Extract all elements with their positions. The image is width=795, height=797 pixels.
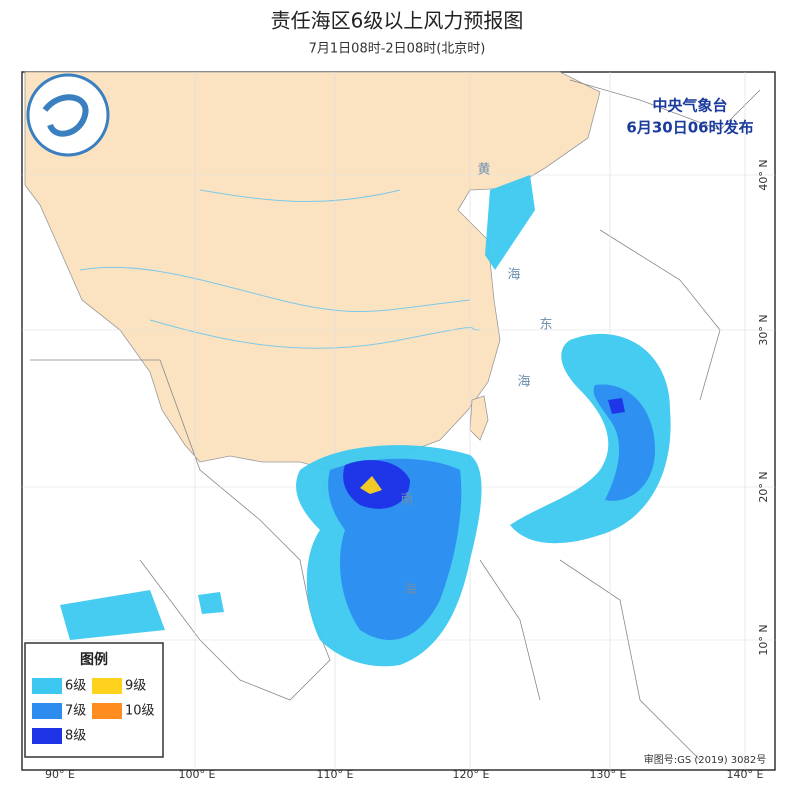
logo-mark (42, 94, 89, 137)
legend-title: 图例 (80, 651, 108, 668)
wind-area (593, 384, 655, 501)
wind-area (360, 476, 382, 494)
wind-areas (60, 175, 671, 667)
sea-label: 南 (400, 492, 413, 508)
latitude-label: 20° N (757, 471, 770, 502)
sea-label: 东 (539, 318, 552, 333)
sea-label: 海 (403, 583, 416, 598)
legend-label: 10级 (125, 704, 155, 719)
legend-swatch (32, 678, 62, 694)
subtitle: 7月1日08时-2日08时(北京时) (309, 42, 486, 57)
legend-swatch (32, 728, 62, 744)
sea-label: 海 (507, 268, 520, 283)
latitude-label: 10° N (757, 624, 770, 655)
legend-label: 7级 (65, 704, 86, 719)
latitude-label: 40° N (757, 159, 770, 190)
legend-label: 6级 (65, 679, 86, 694)
longitude-label: 90° E (45, 768, 75, 781)
legend-swatch (92, 678, 122, 694)
latitude-label: 30° N (757, 314, 770, 345)
legend-label: 8级 (65, 729, 86, 744)
legend-swatch (92, 703, 122, 719)
approval-number: 审图号:GS (2019) 3082号 (644, 753, 767, 766)
longitude-label: 140° E (727, 768, 764, 781)
sea-label: 黄 (477, 163, 490, 178)
title: 责任海区6级以上风力预报图 (271, 9, 524, 33)
longitude-label: 120° E (453, 768, 490, 781)
sea-label: 海 (517, 375, 530, 390)
taiwan (469, 395, 489, 441)
legend-label: 9级 (125, 679, 146, 694)
wind-area (60, 590, 165, 640)
issuer-name: 中央气象台 (652, 97, 727, 115)
rivers (79, 189, 481, 349)
longitude-label: 130° E (590, 768, 627, 781)
logo (26, 73, 110, 157)
wind-area (198, 592, 224, 614)
legend-swatch (32, 703, 62, 719)
longitude-label: 110° E (317, 768, 354, 781)
issue-time: 6月30日06时发布 (626, 119, 753, 137)
wind-area (485, 175, 535, 270)
longitude-label: 100° E (179, 768, 216, 781)
legend: 图例 6级 9级 7级 10级 8级 (24, 642, 164, 758)
wind-area (608, 398, 625, 414)
